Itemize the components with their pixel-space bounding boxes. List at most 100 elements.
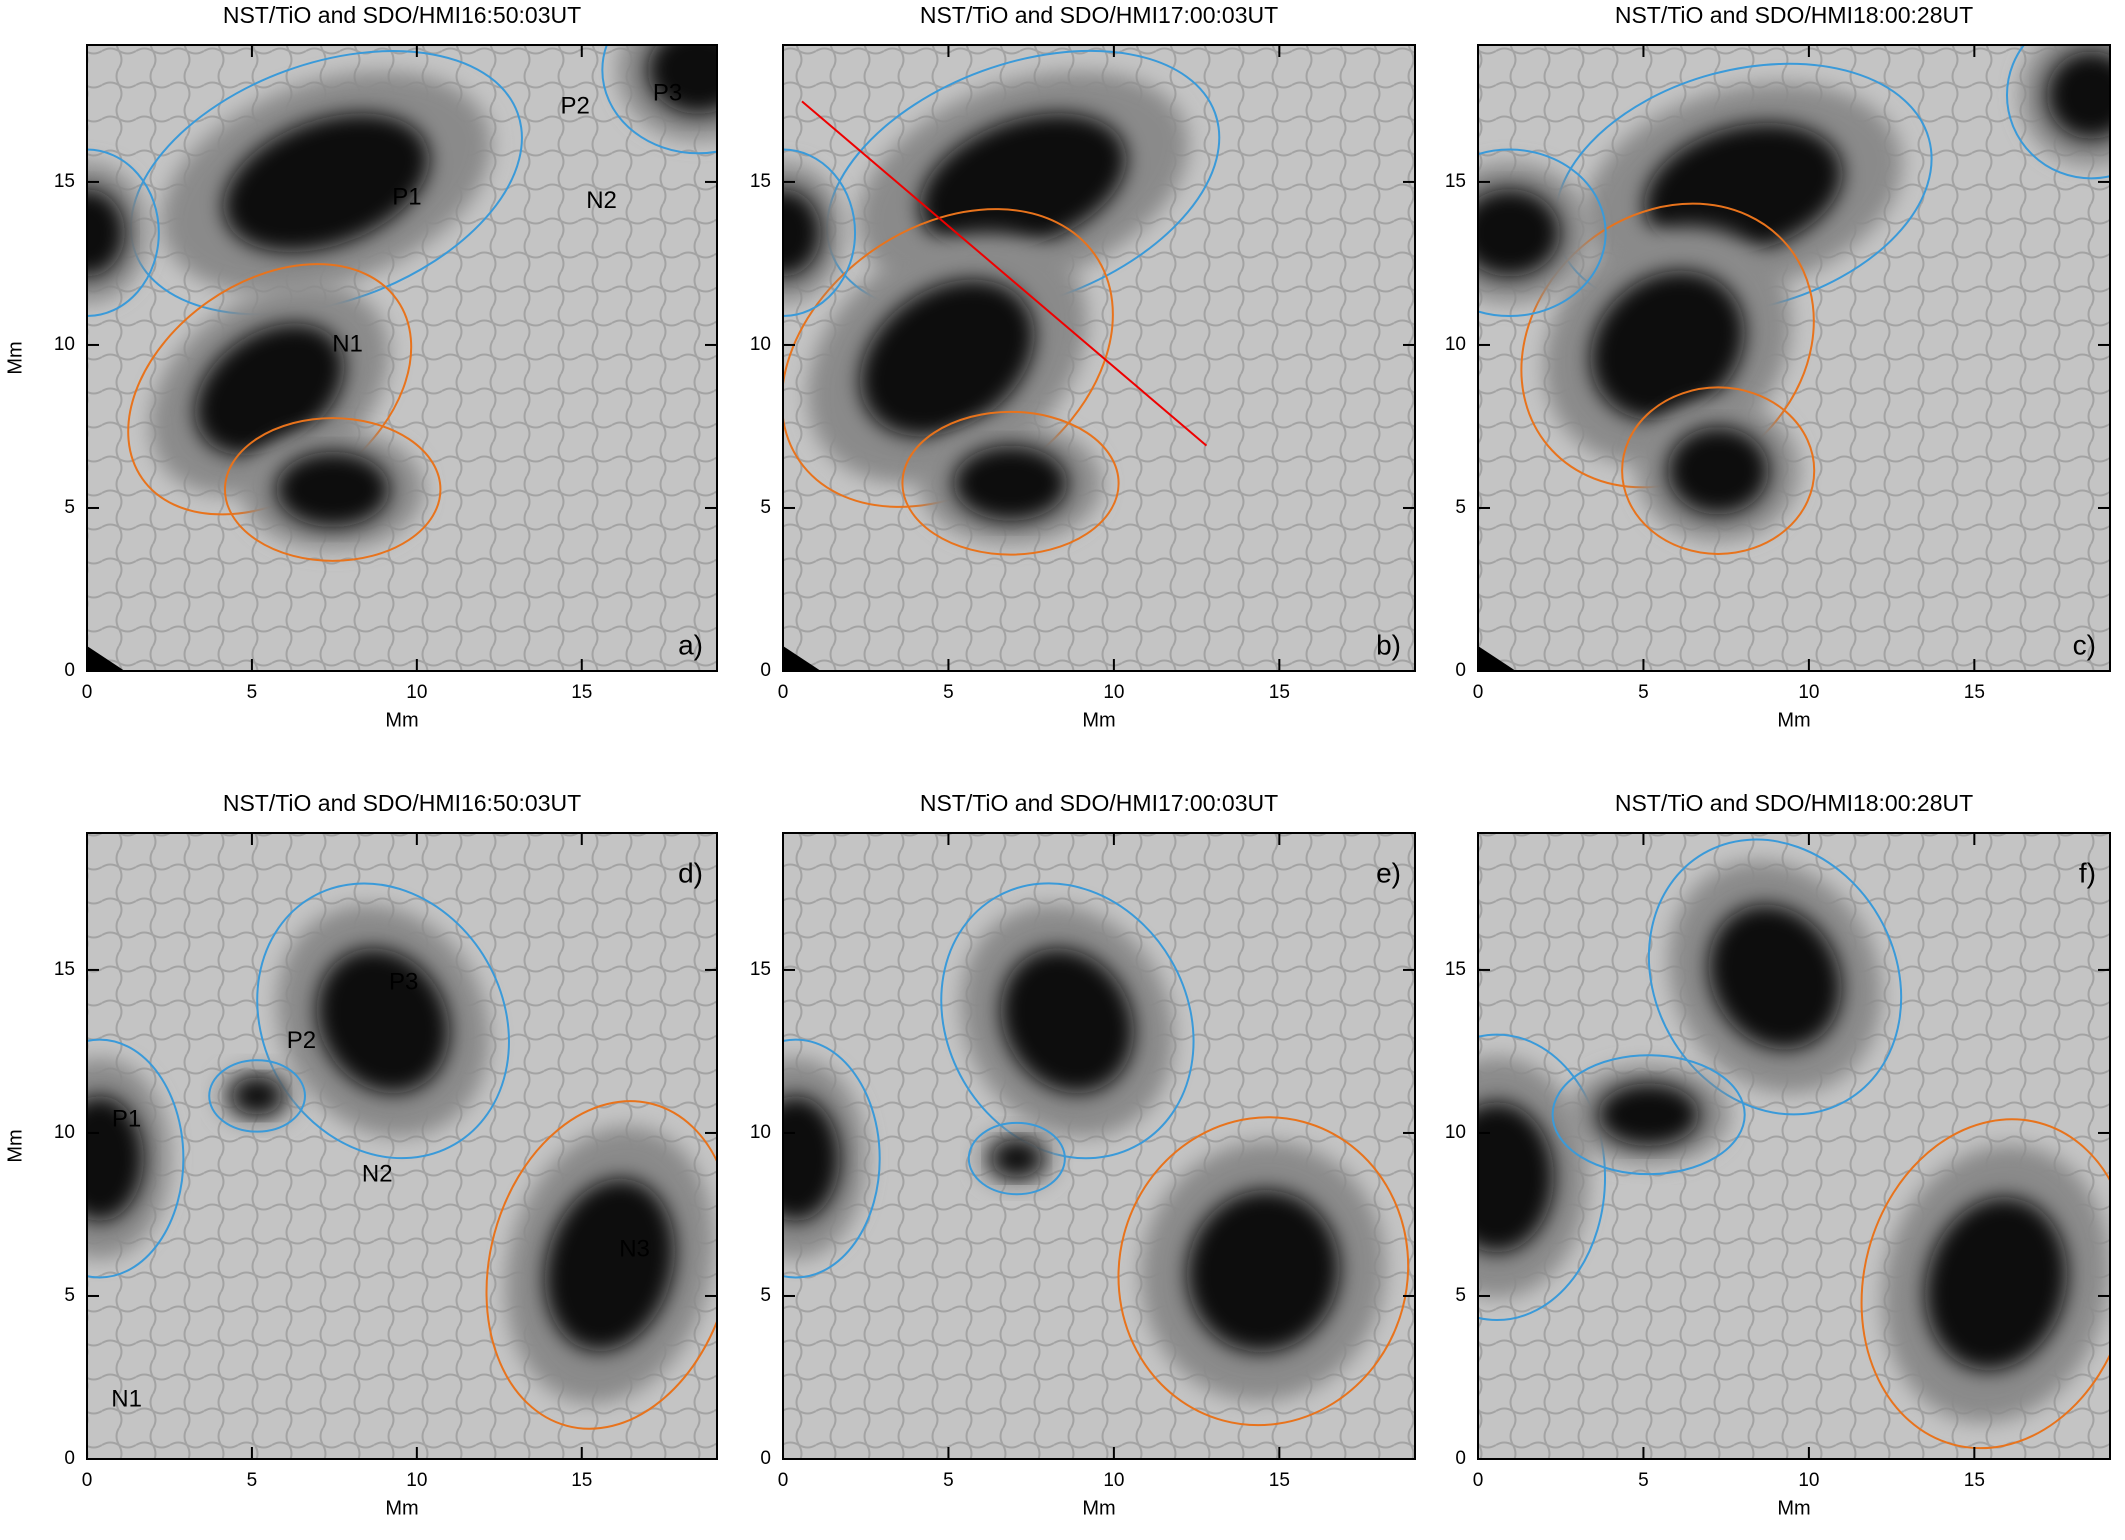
contour: [1551, 1054, 1746, 1176]
y-tick-label: 10: [54, 1122, 75, 1143]
contour: [87, 1038, 185, 1279]
contour: [967, 1121, 1066, 1196]
x-tick-label: 0: [1473, 682, 1484, 703]
y-tick-label: 10: [750, 334, 771, 355]
region-label: P3: [389, 968, 418, 995]
contour: [2006, 45, 2110, 180]
umbra: [195, 323, 345, 456]
y-tick-label: 0: [760, 660, 771, 681]
umbra: [276, 451, 390, 528]
region-label: P1: [112, 1105, 141, 1132]
panel-label: c): [2073, 629, 2096, 660]
solar-image: [783, 45, 1415, 671]
y-tick-label: 5: [760, 497, 771, 518]
region-label: P2: [287, 1027, 316, 1054]
x-tick-label: 5: [1638, 1470, 1649, 1491]
plot-frame: [1477, 44, 2111, 672]
x-tick-label: 0: [82, 1470, 93, 1491]
contour: [1860, 1118, 2110, 1450]
panel-title: NST/TiO and SDO/HMI18:00:28UT: [1615, 790, 1973, 816]
plot-frame: [782, 44, 1416, 672]
umbra: [860, 279, 1035, 437]
umbra: [1667, 426, 1769, 515]
contour: [223, 417, 442, 562]
y-tick-label: 5: [1455, 497, 1466, 518]
x-axis-label: Mm: [385, 1497, 418, 1519]
x-tick-label: 5: [943, 682, 954, 703]
y-tick-label: 0: [64, 1448, 75, 1469]
y-tick-label: 15: [1445, 959, 1466, 980]
panel: NST/TiO and SDO/HMI17:00:03UT 0 5 10 15 0 5 10 1…: [750, 790, 1416, 1519]
x-tick-label: 5: [247, 682, 258, 703]
y-tick-label: 10: [54, 334, 75, 355]
panel-label: f): [2079, 857, 2096, 888]
panel-label: d): [678, 857, 703, 888]
umbra: [2046, 51, 2110, 139]
region-label: N2: [586, 187, 617, 214]
y-tick-label: 0: [1455, 660, 1466, 681]
umbra: [1708, 904, 1842, 1050]
x-axis-label: Mm: [1777, 1497, 1810, 1519]
region-label: P1: [392, 184, 421, 211]
panel-label: b): [1376, 629, 1401, 660]
plot-frame: [86, 832, 718, 1460]
solar-image: [783, 833, 1415, 1459]
contour: [1647, 838, 1903, 1116]
y-tick-label: 15: [54, 959, 75, 980]
y-tick-label: 10: [750, 1122, 771, 1143]
region-label: N2: [362, 1161, 393, 1188]
x-tick-label: 0: [1473, 1470, 1484, 1491]
x-tick-label: 10: [1103, 682, 1124, 703]
x-tick-label: 15: [1964, 1470, 1985, 1491]
x-tick-label: 0: [82, 682, 93, 703]
contour: [601, 45, 717, 155]
contour: [1478, 1033, 1606, 1321]
panel: NST/TiO and SDO/HMI17:00:03UT 0 5 10 15 0 5 10 1…: [750, 2, 1416, 731]
y-tick-label: 5: [1455, 1285, 1466, 1306]
umbra: [316, 948, 450, 1094]
plot-frame: [782, 832, 1416, 1460]
umbra: [1925, 1197, 2068, 1371]
y-axis-label: Mm: [4, 1129, 26, 1162]
umbra: [1598, 1083, 1700, 1146]
y-tick-label: 5: [64, 1285, 75, 1306]
solar-image: [1478, 833, 2110, 1459]
x-tick-label: 15: [1964, 682, 1985, 703]
y-tick-label: 5: [64, 497, 75, 518]
panel-title: NST/TiO and SDO/HMI17:00:03UT: [920, 790, 1278, 816]
solar-image: [87, 45, 717, 671]
umbra: [87, 1095, 144, 1222]
cut-line: [801, 100, 1208, 447]
corner-mask: [87, 645, 125, 671]
umbra: [953, 445, 1068, 521]
y-tick-label: 0: [64, 660, 75, 681]
y-tick-label: 15: [1445, 171, 1466, 192]
umbra: [647, 45, 717, 114]
x-axis-label: Mm: [385, 709, 418, 731]
x-tick-label: 10: [406, 682, 427, 703]
plot-frame: [86, 44, 718, 672]
umbra: [87, 188, 125, 277]
region-label: P3: [653, 79, 682, 106]
x-tick-label: 15: [1269, 682, 1290, 703]
contour: [1117, 1116, 1410, 1427]
y-tick-label: 10: [1445, 334, 1466, 355]
umbra: [1644, 123, 1843, 255]
y-axis-label: Mm: [4, 341, 26, 374]
x-tick-label: 10: [1798, 1470, 1819, 1491]
umbra: [223, 113, 430, 253]
y-tick-label: 10: [1445, 1122, 1466, 1143]
panel-title: NST/TiO and SDO/HMI16:50:03UT: [223, 2, 581, 28]
umbra: [1590, 270, 1745, 421]
panel: NST/TiO and SDO/HMI18:00:28UT 0 5 10 15 0 5 10 1…: [1445, 790, 2111, 1519]
corner-mask: [1478, 645, 1516, 671]
contour: [485, 1100, 717, 1430]
y-tick-label: 15: [750, 959, 771, 980]
region-label: P2: [560, 92, 589, 119]
umbra: [1187, 1190, 1340, 1353]
umbra: [783, 188, 821, 277]
y-tick-label: 15: [750, 171, 771, 192]
y-tick-label: 5: [760, 1285, 771, 1306]
x-tick-label: 5: [247, 1470, 258, 1491]
